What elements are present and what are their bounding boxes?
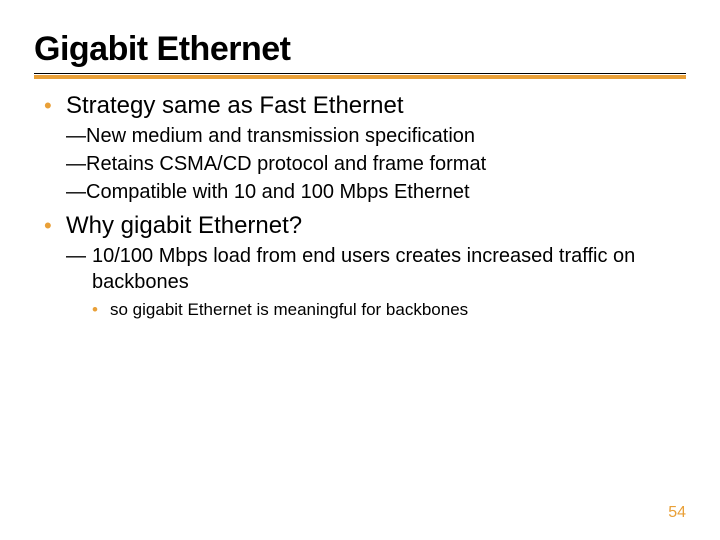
bullet-marker: • [44, 211, 66, 241]
bullet-text: Strategy same as Fast Ethernet [66, 91, 404, 121]
bullet-text: so gigabit Ethernet is meaningful for ba… [110, 299, 468, 321]
bullet-text: Compatible with 10 and 100 Mbps Ethernet [86, 179, 470, 205]
bullet-text: 10/100 Mbps load from end users creates … [92, 243, 652, 295]
divider-thick [34, 75, 686, 79]
bullet-level2: — Retains CSMA/CD protocol and frame for… [66, 151, 686, 177]
bullet-level1: • Why gigabit Ethernet? [44, 211, 686, 241]
bullet-level1: • Strategy same as Fast Ethernet [44, 91, 686, 121]
dash-marker: — [66, 123, 86, 149]
dash-marker: — [66, 179, 86, 205]
bullet-level3: • so gigabit Ethernet is meaningful for … [92, 299, 686, 321]
bullet-text: New medium and transmission specificatio… [86, 123, 475, 149]
bullet-text: Retains CSMA/CD protocol and frame forma… [86, 151, 486, 177]
slide: Gigabit Ethernet • Strategy same as Fast… [0, 0, 720, 321]
bullet-text: Why gigabit Ethernet? [66, 211, 302, 241]
slide-title: Gigabit Ethernet [34, 30, 686, 69]
bullet-level2: — 10/100 Mbps load from end users create… [66, 243, 686, 295]
page-number: 54 [668, 504, 686, 522]
dash-marker: — [66, 151, 86, 177]
dash-marker: — [66, 243, 92, 269]
bullet-marker: • [92, 299, 110, 321]
bullet-level2: — New medium and transmission specificat… [66, 123, 686, 149]
divider-thin [34, 73, 686, 74]
bullet-marker: • [44, 91, 66, 121]
bullet-level2: — Compatible with 10 and 100 Mbps Ethern… [66, 179, 686, 205]
slide-content: • Strategy same as Fast Ethernet — New m… [34, 91, 686, 321]
